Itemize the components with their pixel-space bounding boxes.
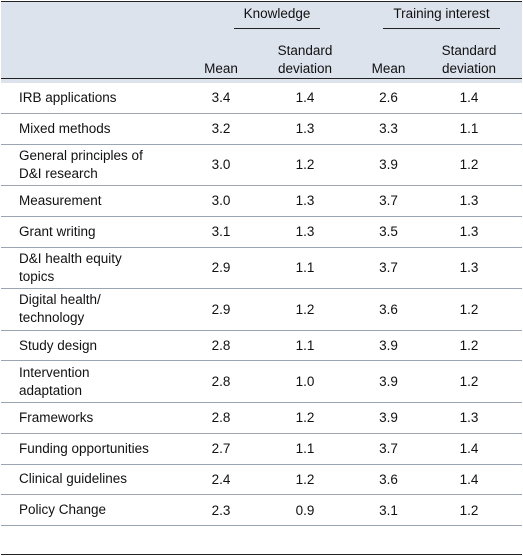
header-blank-2: [1, 34, 193, 83]
table-row: D&I health equity topics 2.9 1.1 3.7 1.3: [1, 247, 522, 290]
knowledge-mean-cell: 2.8: [193, 360, 249, 403]
row-label: Clinical guidelines: [1, 464, 193, 496]
knowledge-sd-cell: 1.2: [249, 288, 361, 331]
table-top-rule: [1, 1, 522, 2]
table-row: Mixed methods 3.2 1.3 3.3 1.1: [1, 113, 522, 145]
knowledge-sd-cell: 1.2: [249, 464, 361, 496]
training-sd-cell: 1.2: [416, 144, 522, 187]
row-label: Digital health/ technology: [1, 288, 193, 331]
training-sd-cell: 1.2: [416, 330, 522, 362]
col-knowledge-sd: Standard deviation: [249, 34, 361, 83]
row-label: Measurement: [1, 185, 193, 217]
table-row: IRB applications 3.4 1.4 2.6 1.4: [1, 83, 522, 114]
training-mean-cell: 3.5: [361, 216, 416, 248]
knowledge-sd-cell: 1.1: [249, 433, 361, 465]
knowledge-mean-cell: 3.0: [193, 144, 249, 187]
table-header: Knowledge Training interest Mean Standar…: [1, 1, 522, 83]
table-row: Study design 2.8 1.1 3.9 1.2: [1, 330, 522, 362]
knowledge-mean-cell: 3.1: [193, 216, 249, 248]
training-mean-cell: 2.6: [361, 83, 416, 114]
table-row: General principles of D&I research 3.0 1.2…: [1, 144, 522, 187]
knowledge-sd-cell: 0.9: [249, 494, 361, 527]
knowledge-mean-cell: 3.0: [193, 185, 249, 217]
group-training-header: Training interest: [361, 1, 522, 34]
table-bottom-rule: [1, 554, 522, 555]
knowledge-sd-cell: 1.2: [249, 144, 361, 187]
row-label: Mixed methods: [1, 113, 193, 145]
knowledge-mean-cell: 2.7: [193, 433, 249, 465]
training-sd-cell: 1.4: [416, 83, 522, 114]
knowledge-sd-cell: 1.3: [249, 113, 361, 145]
training-sd-cell: 1.4: [416, 464, 522, 496]
table-row: Policy Change 2.3 0.9 3.1 1.2: [1, 494, 522, 527]
knowledge-sd-cell: 1.2: [249, 402, 361, 434]
row-label: Grant writing: [1, 216, 193, 248]
header-blank: [1, 1, 193, 34]
training-sd-cell: 1.3: [416, 247, 522, 290]
training-mean-cell: 3.6: [361, 464, 416, 496]
col-knowledge-mean: Mean: [193, 34, 249, 83]
training-mean-cell: 3.9: [361, 402, 416, 434]
training-sd-cell: 1.3: [416, 216, 522, 248]
header-rule: [1, 78, 522, 79]
knowledge-mean-cell: 2.4: [193, 464, 249, 496]
knowledge-sd-cell: 1.3: [249, 216, 361, 248]
table-body: IRB applications 3.4 1.4 2.6 1.4 Mixed method…: [1, 83, 522, 527]
knowledge-mean-cell: 2.8: [193, 330, 249, 362]
row-label: IRB applications: [1, 83, 193, 114]
knowledge-sd-cell: 1.0: [249, 360, 361, 403]
row-label: General principles of D&I research: [1, 144, 193, 187]
row-label: Policy Change: [1, 494, 193, 527]
training-mean-cell: 3.1: [361, 494, 416, 527]
row-label: Intervention adaptation: [1, 360, 193, 403]
training-mean-cell: 3.6: [361, 288, 416, 331]
row-label: Frameworks: [1, 402, 193, 434]
training-mean-cell: 3.3: [361, 113, 416, 145]
training-mean-cell: 3.7: [361, 433, 416, 465]
col-training-sd: Standard deviation: [416, 34, 522, 83]
table-row: Funding opportunities 2.7 1.1 3.7 1.4: [1, 433, 522, 465]
group-knowledge-header: Knowledge: [193, 1, 361, 34]
row-label: D&I health equity topics: [1, 247, 193, 290]
training-sd-cell: 1.4: [416, 433, 522, 465]
training-mean-cell: 3.9: [361, 360, 416, 403]
training-mean-cell: 3.9: [361, 330, 416, 362]
training-sd-cell: 1.2: [416, 288, 522, 331]
table-row: Measurement 3.0 1.3 3.7 1.3: [1, 185, 522, 217]
knowledge-mean-cell: 2.3: [193, 494, 249, 527]
training-sd-cell: 1.1: [416, 113, 522, 145]
table-row: Frameworks 2.8 1.2 3.9 1.3: [1, 402, 522, 434]
table-row: Clinical guidelines 2.4 1.2 3.6 1.4: [1, 464, 522, 496]
training-mean-cell: 3.7: [361, 247, 416, 290]
knowledge-sd-cell: 1.3: [249, 185, 361, 217]
knowledge-sd-cell: 1.4: [249, 83, 361, 114]
knowledge-mean-cell: 2.9: [193, 247, 249, 290]
training-sd-cell: 1.2: [416, 494, 522, 527]
knowledge-mean-cell: 2.9: [193, 288, 249, 331]
col-training-mean: Mean: [361, 34, 416, 83]
training-sd-cell: 1.2: [416, 360, 522, 403]
knowledge-mean-cell: 3.2: [193, 113, 249, 145]
training-mean-cell: 3.7: [361, 185, 416, 217]
data-table: Knowledge Training interest Mean Standar…: [1, 1, 522, 527]
table-row: Digital health/ technology 2.9 1.2 3.6 1.2: [1, 288, 522, 331]
table-row: Intervention adaptation 2.8 1.0 3.9 1.2: [1, 360, 522, 403]
knowledge-sd-cell: 1.1: [249, 247, 361, 290]
training-sd-cell: 1.3: [416, 402, 522, 434]
training-mean-cell: 3.9: [361, 144, 416, 187]
knowledge-mean-cell: 3.4: [193, 83, 249, 114]
row-label: Funding opportunities: [1, 433, 193, 465]
knowledge-sd-cell: 1.1: [249, 330, 361, 362]
training-sd-cell: 1.3: [416, 185, 522, 217]
table-row: Grant writing 3.1 1.3 3.5 1.3: [1, 216, 522, 248]
knowledge-mean-cell: 2.8: [193, 402, 249, 434]
row-label: Study design: [1, 330, 193, 362]
